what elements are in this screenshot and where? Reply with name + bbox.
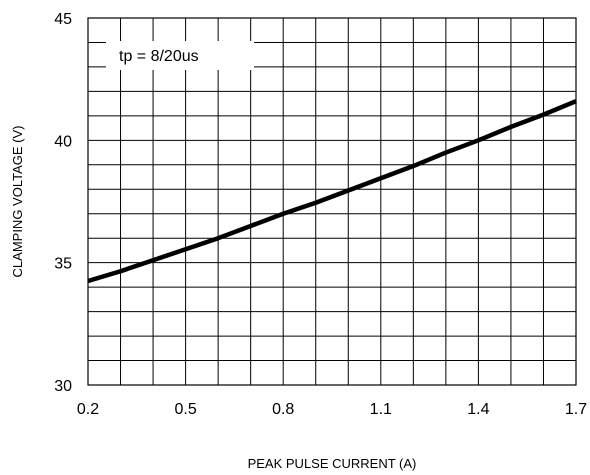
annotation-background [106, 41, 254, 70]
y-tick-label: 45 [54, 11, 72, 28]
x-tick-label: 1.4 [467, 401, 489, 418]
y-axis-label: CLAMPING VOLTAGE (V) [10, 126, 25, 278]
series-line [87, 99, 577, 284]
x-axis-label: PEAK PULSE CURRENT (A) [248, 456, 417, 471]
grid-lines [88, 18, 576, 385]
x-tick-labels: 0.2 0.5 0.8 1.1 1.4 1.7 [77, 401, 587, 418]
x-tick-label: 0.8 [272, 401, 294, 418]
x-tick-label: 0.2 [77, 401, 99, 418]
annotation-box: tp = 8/20us [106, 41, 254, 70]
x-tick-label: 0.5 [174, 401, 196, 418]
x-tick-label: 1.1 [370, 401, 392, 418]
plot-frame [87, 17, 577, 386]
annotation-text: tp = 8/20us [119, 48, 199, 65]
x-tick-label: 1.7 [565, 401, 587, 418]
y-tick-label: 40 [54, 133, 72, 150]
y-tick-label: 35 [54, 256, 72, 273]
y-tick-labels: 30 35 40 45 [54, 11, 72, 395]
y-tick-label: 30 [54, 378, 72, 395]
